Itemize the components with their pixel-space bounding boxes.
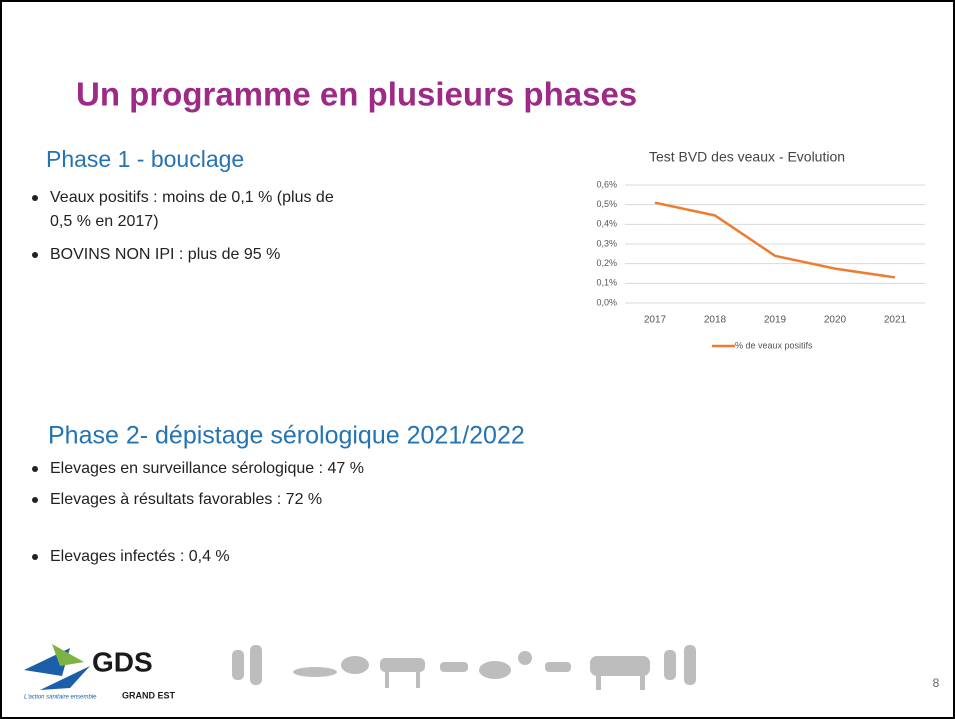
phase1-heading: Phase 1 - bouclage xyxy=(46,146,244,172)
bullet-text: BOVINS NON IPI : plus de 95 % xyxy=(50,246,280,263)
y-tick-label: 0,3% xyxy=(596,238,617,248)
page: Un programme en plusieurs phases Phase 1… xyxy=(0,0,955,719)
page-number: 8 xyxy=(933,676,940,690)
bullet-dot xyxy=(32,195,38,201)
x-tick-label: 2017 xyxy=(644,315,667,326)
slide-title: Un programme en plusieurs phases xyxy=(76,76,637,113)
bullet-dot xyxy=(32,252,38,258)
y-tick-label: 0,1% xyxy=(596,278,617,288)
slide: Un programme en plusieurs phases Phase 1… xyxy=(0,0,955,719)
bullet-text: Elevages à résultats favorables : 72 % xyxy=(50,491,322,508)
x-tick-label: 2020 xyxy=(824,315,847,326)
logo-tagline: L'action sanitaire ensemble xyxy=(24,695,97,701)
x-tick-label: 2021 xyxy=(884,315,907,326)
chart-title: Test BVD des veaux - Evolution xyxy=(649,149,845,165)
bullet-text: 0,5 % en 2017) xyxy=(50,213,159,230)
bullet-dot xyxy=(32,466,38,472)
y-tick-label: 0,6% xyxy=(596,179,617,189)
x-tick-label: 2019 xyxy=(764,315,787,326)
logo-region: GRAND EST xyxy=(122,690,176,700)
legend-label: % de veaux positifs xyxy=(735,340,813,350)
bullet-text: Veaux positifs : moins de 0,1 % (plus de xyxy=(50,189,334,206)
y-tick-label: 0,0% xyxy=(596,297,617,307)
bullet-dot xyxy=(32,497,38,503)
bullet-text: Elevages en surveillance sérologique : 4… xyxy=(50,460,364,477)
bullet-dot xyxy=(32,554,38,560)
y-tick-label: 0,5% xyxy=(596,199,617,209)
phase2-heading: Phase 2- dépistage sérologique 2021/2022 xyxy=(48,422,525,450)
y-tick-label: 0,2% xyxy=(596,258,617,268)
logo-text: GDS xyxy=(92,646,153,677)
bullet-text: Elevages infectés : 0,4 % xyxy=(50,548,230,565)
y-tick-label: 0,4% xyxy=(596,219,617,229)
x-tick-label: 2018 xyxy=(704,315,727,326)
